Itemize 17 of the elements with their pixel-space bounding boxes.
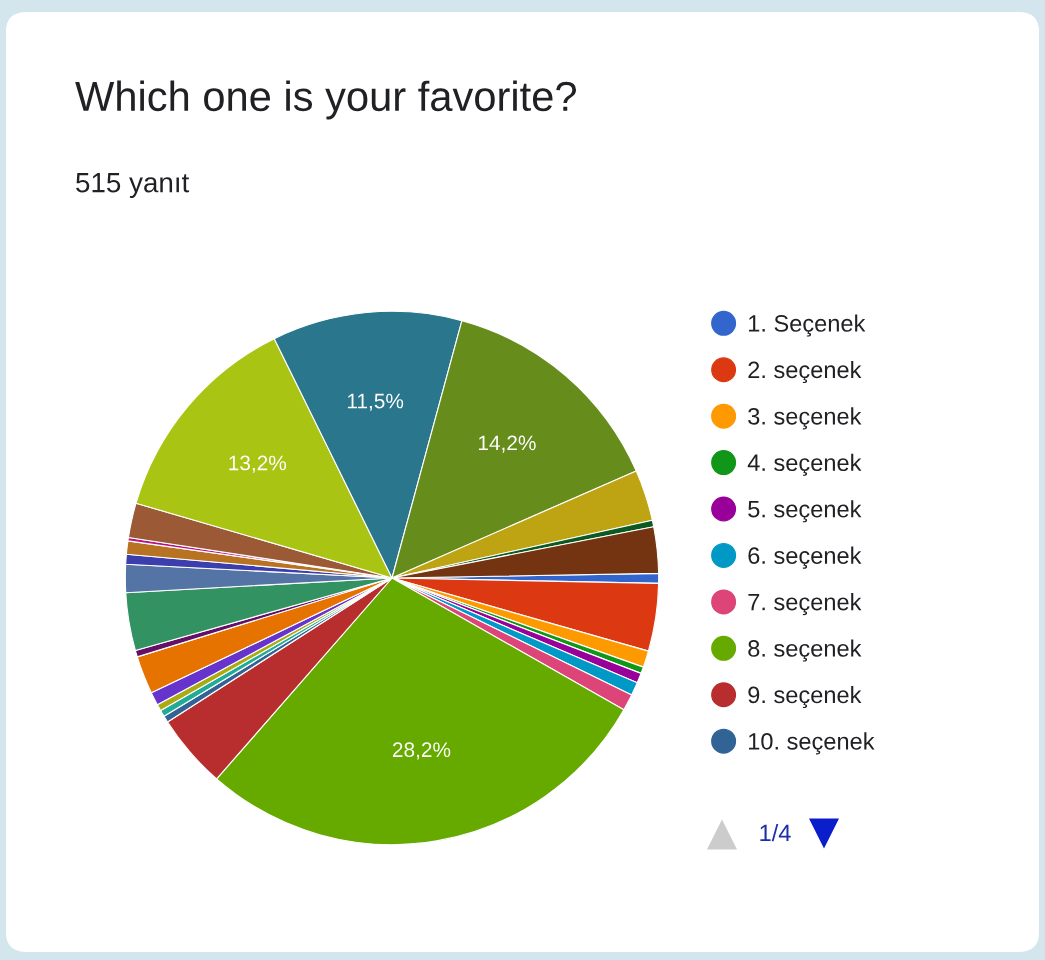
- legend-label: 7. seçenek: [748, 593, 862, 616]
- legend-label: 6. seçenek: [748, 546, 862, 569]
- legend-label: 3. seçenek: [748, 407, 862, 430]
- data-label: 14,2%: [478, 435, 536, 453]
- data-label: 13,2%: [229, 455, 287, 473]
- legend-label: 4. seçenek: [747, 453, 862, 476]
- legend-label: 2. seçenek: [748, 360, 862, 383]
- legend-label: 8. seçenek: [748, 639, 862, 662]
- chart-subtitle: 515 yanıt: [76, 173, 190, 198]
- text: 1/4: [760, 823, 791, 842]
- data-label: 11,5%: [347, 393, 404, 411]
- chart-title: Which one is your favorite?: [75, 80, 576, 120]
- legend-label: 5. seçenek: [748, 500, 862, 523]
- legend-label: 9. seçenek: [748, 685, 862, 709]
- legend-label: 10. seçenek: [749, 732, 875, 755]
- legend-label: 1. Seçenek: [749, 314, 866, 337]
- data-label: 28,2%: [392, 742, 451, 760]
